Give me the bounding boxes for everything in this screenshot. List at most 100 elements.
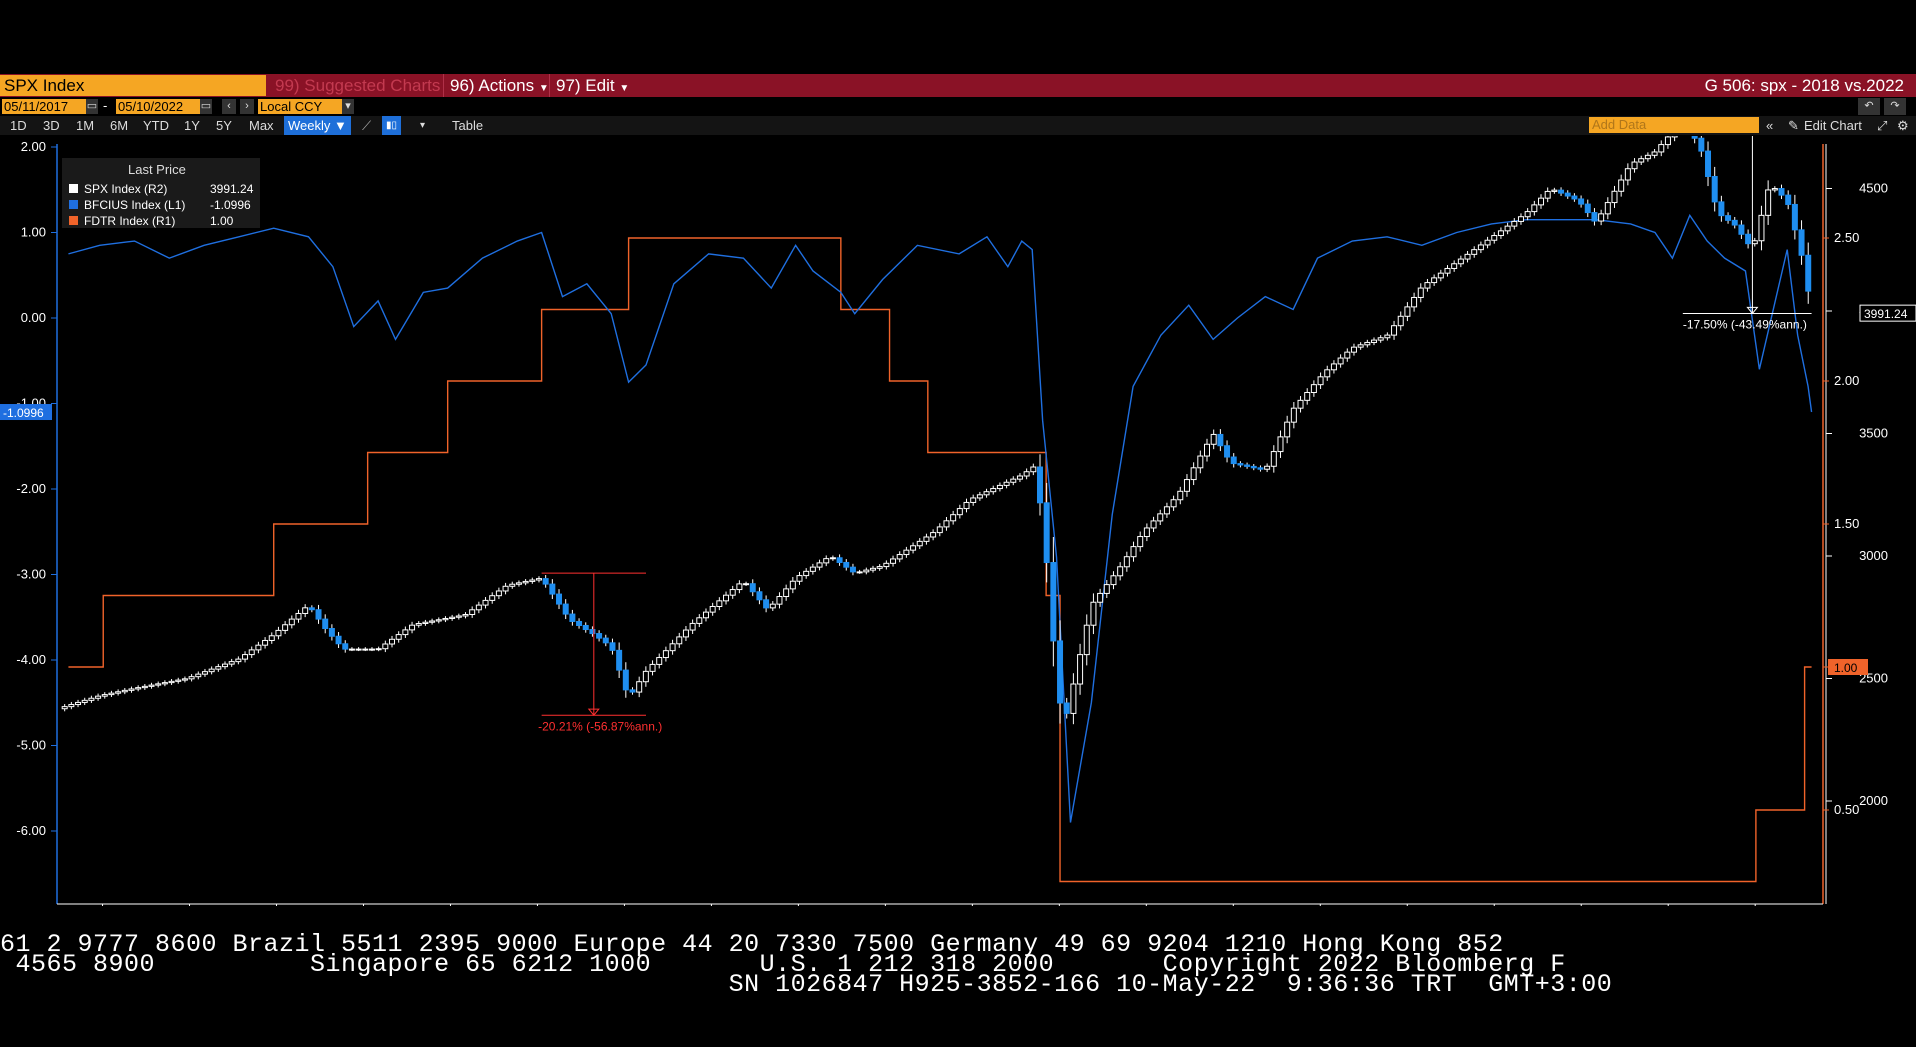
spx-candle-down (328, 628, 335, 637)
spx-candle-down (602, 637, 609, 644)
spx-candle-up (636, 681, 643, 693)
timeframe-3d[interactable]: 3D (43, 118, 60, 133)
spx-candle-down (1785, 194, 1792, 205)
spx-candle-up (469, 609, 476, 616)
timeframe-6m[interactable]: 6M (110, 118, 129, 133)
bfcius-line (68, 213, 1813, 823)
spx-candle-up (816, 562, 823, 568)
spx-candle-down (629, 689, 636, 693)
edit-chart-button[interactable]: Edit Chart (1804, 118, 1862, 133)
timeframe-bar: 1D 3D 1M 6M YTD 1Y 5Y Max Weekly ▼ ⟋ ▮▯ … (0, 116, 1916, 135)
spx-candle-up (829, 557, 836, 560)
spx-candle-up (1023, 471, 1030, 477)
spx-candle-up (1411, 296, 1418, 308)
start-date-field[interactable]: 05/11/2017 (2, 99, 88, 114)
spx-candle-down (335, 635, 342, 645)
spx-candle-down (549, 583, 556, 595)
security-field[interactable]: SPX Index (0, 75, 266, 96)
period-select[interactable]: Weekly ▼ (284, 116, 351, 135)
spx-candle-up (415, 623, 422, 626)
left-last-tag (0, 404, 52, 421)
spx-candle-up (1270, 451, 1277, 467)
spx-candle-up (883, 562, 890, 568)
spx-candle-up (716, 600, 723, 607)
spx-candle-up (1197, 455, 1204, 469)
spx-candle-up (1264, 465, 1271, 470)
calendar-icon[interactable]: ▭ (200, 99, 212, 114)
actions-menu[interactable]: 96) Actions ▼ (443, 74, 555, 97)
spx-candle-up (990, 488, 997, 493)
collapse-icon[interactable]: « (1766, 118, 1774, 133)
spx-candle-up (1598, 213, 1605, 222)
right2-last-label: 3991.24 (1864, 307, 1908, 321)
left-tick-label: -5.00 (16, 738, 46, 753)
chevron-down-icon[interactable]: ▾ (420, 120, 426, 131)
timeframe-5y[interactable]: 5Y (216, 118, 232, 133)
spx-candle-up (1497, 230, 1504, 237)
suggested-charts-button[interactable]: 99) Suggested Charts (275, 76, 441, 95)
chart-title: G 506: spx - 2018 vs.2022 (1704, 76, 1904, 95)
spx-candle-up (769, 603, 776, 609)
spx-candle-up (896, 554, 903, 560)
spx-candle-up (776, 596, 783, 605)
spx-candle-up (1210, 433, 1217, 445)
spx-candle-down (1564, 192, 1571, 197)
timeframe-max[interactable]: Max (249, 118, 274, 133)
expand-icon[interactable]: ⤢ (1877, 118, 1888, 133)
spx-candle-down (1244, 464, 1251, 467)
spx-candle-up (1457, 258, 1464, 265)
pencil-icon[interactable]: ✎ (1788, 118, 1799, 133)
spx-candle-down (1705, 150, 1712, 177)
spx-candle-up (709, 605, 716, 613)
redo-icon[interactable]: ↷ (1884, 98, 1906, 115)
chevron-down-icon[interactable]: ▾ (342, 99, 354, 114)
spx-candle-up (976, 494, 983, 499)
spx-candle-up (743, 583, 750, 586)
spx-candle-up (1765, 189, 1772, 216)
spx-candle-up (1631, 161, 1638, 170)
end-date-field[interactable]: 05/10/2022 (116, 99, 202, 114)
right2-tick-label: 3000 (1859, 548, 1888, 563)
spx-candle-up (529, 579, 536, 582)
spx-candle-up (255, 644, 262, 651)
spx-candle-down (609, 642, 616, 651)
timeframe-ytd[interactable]: YTD (143, 118, 169, 133)
spx-candle-up (181, 678, 188, 681)
currency-select[interactable]: Local CCY (258, 99, 342, 114)
prev-arrow-icon[interactable]: ‹ (222, 99, 236, 114)
add-data-input[interactable]: Add Data (1589, 117, 1759, 133)
gear-icon[interactable]: ⚙ (1897, 118, 1909, 133)
candle-chart-icon[interactable]: ▮▯ (382, 116, 402, 135)
spx-candle-up (1758, 214, 1765, 242)
spx-candle-up (375, 648, 382, 651)
spx-candle-up (1517, 216, 1524, 222)
spx-candle-down (589, 629, 596, 635)
spx-candle-up (823, 558, 830, 564)
timeframe-1y[interactable]: 1Y (184, 118, 200, 133)
spx-candle-up (1544, 190, 1551, 199)
spx-candle-up (61, 706, 68, 710)
spx-candle-up (175, 679, 182, 682)
spx-candle-down (1584, 203, 1591, 214)
table-button[interactable]: Table (452, 118, 484, 133)
spx-candle-up (943, 520, 950, 528)
next-arrow-icon[interactable]: › (240, 99, 254, 114)
spx-candle-up (282, 624, 289, 631)
spx-candle-up (1624, 168, 1631, 181)
spx-candle-up (923, 536, 930, 542)
line-chart-icon[interactable]: ⟋ (362, 118, 372, 133)
edit-menu[interactable]: 97) Edit ▼ (549, 74, 635, 97)
chevron-down-icon: ▼ (619, 83, 630, 94)
undo-icon[interactable]: ↶ (1858, 98, 1880, 115)
right1-tick-label: 2.00 (1834, 373, 1859, 388)
spx-candle-down (315, 609, 322, 620)
spx-candle-up (1524, 211, 1531, 218)
calendar-icon[interactable]: ▭ (86, 99, 98, 114)
right2-tick-label: 4500 (1859, 181, 1888, 196)
spx-candle-up (1477, 244, 1484, 251)
timeframe-1m[interactable]: 1M (76, 118, 95, 133)
spx-candle-up (1484, 239, 1491, 246)
timeframe-1d[interactable]: 1D (10, 118, 27, 133)
range-dash: - (103, 98, 108, 113)
left-tick-label: 1.00 (21, 225, 46, 240)
